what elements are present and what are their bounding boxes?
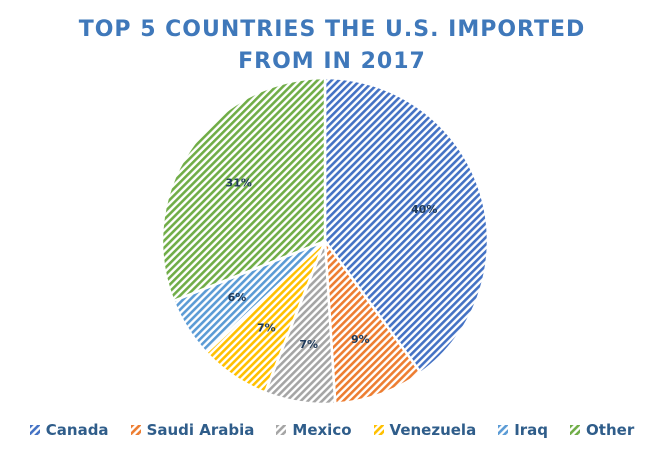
legend-swatch-saudi-arabia [130,425,141,435]
data-label-mexico: 7% [299,338,318,351]
legend-item-iraq: Iraq [498,421,548,439]
legend-item-saudi-arabia: Saudi Arabia [130,421,255,439]
data-label-saudi-arabia: 9% [351,333,370,346]
legend-item-canada: Canada [29,421,109,439]
legend-label-iraq: Iraq [514,421,549,439]
legend-swatch-iraq [498,425,509,435]
legend-swatch-mexico [276,425,287,435]
legend-label-canada: Canada [45,421,109,439]
data-label-iraq: 6% [228,291,247,304]
chart-title: TOP 5 COUNTRIES THE U.S. IMPORTED FROM I… [0,14,664,78]
data-label-other: 31% [226,176,252,189]
pie-slice-saudi-arabia [323,236,423,406]
data-label-canada: 40% [411,203,437,216]
legend-label-other: Other [586,421,635,439]
legend-label-venezuela: Venezuela [389,421,477,439]
legend-swatch-canada [29,425,40,435]
chart-title-line-1: TOP 5 COUNTRIES THE U.S. IMPORTED [78,17,586,42]
legend-item-mexico: Mexico [276,421,352,439]
pie-slice-canada [323,76,490,375]
chart-title-line-2: FROM IN 2017 [238,49,426,74]
legend-item-other: Other [570,421,634,439]
legend-label-mexico: Mexico [292,421,352,439]
pie-slice-other [160,76,327,303]
legend-swatch-venezuela [373,425,384,435]
legend-item-venezuela: Venezuela [373,421,477,439]
data-label-venezuela: 7% [257,321,276,334]
legend-swatch-other [570,425,581,435]
legend-label-saudi-arabia: Saudi Arabia [146,421,255,439]
chart-legend: Canada Saudi Arabia Mexico Venezuela Iraq Oth… [0,421,664,439]
